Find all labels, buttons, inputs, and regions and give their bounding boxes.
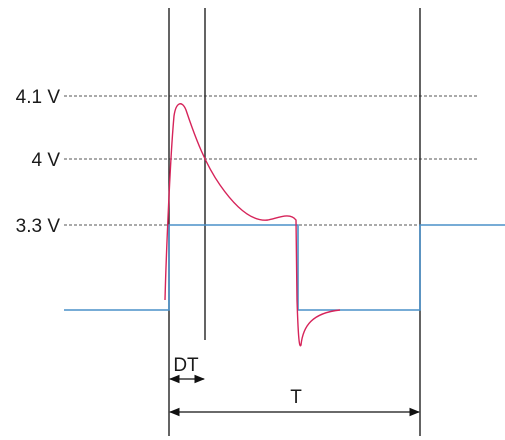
real-signal-waveform [164,103,341,347]
label-4v: 4 V [31,150,60,171]
label-period: T [290,387,302,408]
label-dead-time: DT [173,355,199,376]
ideal-square-wave [64,224,505,311]
label-4-1v: 4.1 V [16,87,61,108]
label-3-3v: 3.3 V [16,216,61,237]
